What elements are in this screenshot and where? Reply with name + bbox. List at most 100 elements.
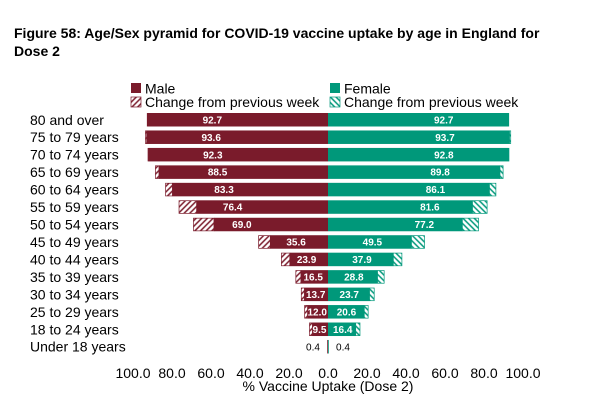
data-label-female: 16.4: [333, 325, 353, 336]
bar-female: [328, 252, 394, 267]
category-label: 35 to 39 years: [30, 269, 119, 285]
legend-label-male: Male: [145, 81, 176, 97]
change-bar-female: [411, 235, 425, 249]
bar-female: [328, 305, 365, 319]
legend-label-change-female: Change from previous week: [344, 94, 519, 110]
x-tick-label: 0.0: [318, 365, 338, 381]
data-label-female: 93.7: [435, 133, 455, 144]
data-label-female: 77.2: [415, 220, 435, 231]
data-label-male: 16.5: [303, 272, 323, 283]
data-label-male: 92.3: [203, 150, 223, 161]
bar-male: [147, 113, 328, 127]
bar-male: [312, 322, 328, 337]
x-tick-label: 100.0: [505, 365, 540, 381]
data-label-female: 86.1: [426, 185, 446, 196]
category-label: 80 and over: [30, 112, 104, 128]
bar-male: [172, 182, 328, 197]
change-bar-male: [304, 305, 308, 319]
category-label: 50 to 54 years: [30, 217, 119, 233]
legend: Male Female Change from previous week Ch…: [130, 81, 519, 110]
category-label: 25 to 29 years: [30, 304, 119, 320]
change-bar-male: [295, 270, 302, 284]
bar-male: [289, 252, 328, 267]
legend-swatch-female: [330, 83, 340, 93]
bar-female: [328, 147, 509, 162]
data-label-male: 23.9: [297, 255, 317, 266]
bar-female: [328, 200, 473, 214]
change-bar-female: [355, 322, 361, 336]
change-bar-female: [377, 270, 385, 284]
data-label-male: 35.6: [286, 238, 306, 249]
bar-female: [328, 235, 412, 249]
data-label-female: 28.8: [344, 272, 364, 283]
data-label-female: 0.4: [336, 342, 350, 353]
category-label: 55 to 59 years: [30, 199, 119, 215]
change-bar-female: [489, 182, 497, 197]
change-bar-male: [165, 182, 173, 197]
bar-female: [328, 322, 356, 337]
bar-female: [328, 165, 500, 179]
bar-male: [327, 339, 328, 354]
x-tick-label: 20.0: [275, 365, 302, 381]
data-label-male: 93.6: [201, 133, 221, 144]
data-label-male: 9.5: [313, 325, 327, 336]
change-bar-female: [499, 165, 504, 179]
data-label-female: 49.5: [363, 238, 383, 249]
bar-female: [328, 287, 370, 302]
x-tick-label: 40.0: [236, 365, 263, 381]
data-label-male: 92.7: [203, 115, 223, 126]
change-bar-male: [300, 287, 305, 302]
bar-male: [270, 235, 328, 249]
legend-swatch-male: [131, 83, 141, 93]
change-bar-female: [363, 305, 369, 319]
x-tick-label: 40.0: [392, 365, 419, 381]
legend-item-female: Female: [330, 81, 391, 97]
bar-female: [328, 113, 509, 127]
bar-female: [328, 270, 378, 284]
x-tick-label: 20.0: [353, 365, 380, 381]
bars: [145, 113, 512, 354]
bar-male: [158, 165, 328, 179]
bar-female: [328, 217, 463, 232]
data-label-male: 83.3: [214, 185, 234, 196]
bar-female: [328, 339, 329, 354]
category-label: 70 to 74 years: [30, 147, 119, 163]
bar-male: [146, 130, 328, 144]
data-label-female: 23.7: [340, 290, 360, 301]
change-bar-male: [258, 235, 271, 249]
change-bar-male: [193, 217, 215, 232]
change-bar-female: [369, 287, 375, 302]
data-labels: 92.7 92.7 93.6 93.7 92.3 92.8 88.5 89.8 83.3 86.1…: [201, 115, 455, 353]
data-label-female: 92.8: [434, 150, 454, 161]
data-label-male: 13.7: [306, 290, 326, 301]
change-bar-male: [178, 200, 197, 214]
legend-swatch-change-female: [329, 96, 341, 108]
change-bar-female: [508, 147, 510, 162]
data-label-female: 81.6: [420, 203, 440, 214]
category-label: 75 to 79 years: [30, 129, 119, 145]
data-label-female: 20.6: [337, 307, 357, 318]
bar-female: [328, 130, 510, 144]
bar-male: [304, 287, 328, 302]
bar-male: [300, 270, 328, 284]
data-label-male: 69.0: [232, 220, 252, 231]
x-tick-label: 60.0: [197, 365, 224, 381]
x-tick-label: 60.0: [431, 365, 458, 381]
x-axis-ticks: 100.0 80.0 60.0 40.0 20.0 0.0 20.0 40.0 60.0 80.0…: [115, 365, 540, 381]
category-label: 18 to 24 years: [30, 321, 119, 337]
data-label-male: 12.0: [308, 307, 328, 318]
bar-male: [213, 217, 328, 232]
legend-label-change-male: Change from previous week: [145, 94, 320, 110]
category-label: Under 18 years: [30, 339, 126, 355]
chart-title: Figure 58: Age/Sex pyramid for COVID-19 …: [14, 25, 540, 59]
data-label-female: 37.9: [352, 255, 372, 266]
legend-item-change-female: Change from previous week: [329, 94, 519, 110]
data-label-male: 0.4: [306, 342, 320, 353]
category-label: 45 to 49 years: [30, 234, 119, 250]
change-bar-male: [147, 147, 149, 162]
change-bar-female: [509, 130, 512, 144]
change-bar-male: [281, 252, 291, 267]
x-tick-label: 80.0: [158, 365, 185, 381]
